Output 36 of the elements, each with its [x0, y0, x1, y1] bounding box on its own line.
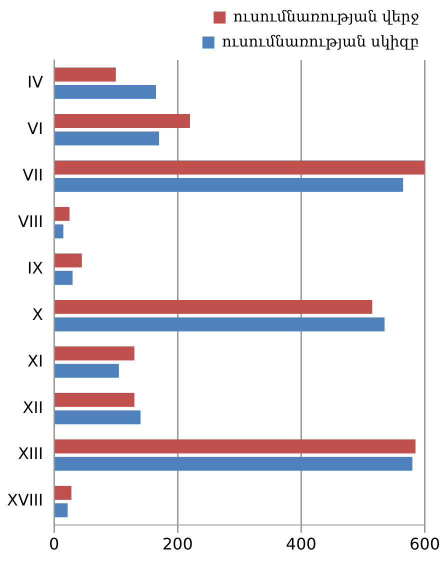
y-tick-label: IV [27, 72, 44, 92]
legend-label: ուսումնառության վերջ [233, 7, 420, 26]
y-tick-label: X [32, 304, 44, 324]
y-tick-label: XIII [18, 444, 44, 464]
y-tick-label: IX [27, 258, 44, 278]
bar [54, 364, 119, 378]
x-tick-label: 200 [162, 534, 193, 554]
y-tick-label: XVIII [7, 490, 44, 510]
bar [54, 160, 425, 174]
bar [54, 224, 64, 238]
bar [54, 346, 134, 360]
bar [54, 300, 372, 314]
y-tick-label: XII [22, 398, 44, 417]
bar [54, 206, 70, 221]
y-tick-label: XI [27, 351, 44, 370]
bar [54, 84, 156, 99]
bar [54, 503, 68, 518]
bar [54, 253, 82, 268]
bar [54, 392, 134, 407]
legend-label: ուսումնառության սկիզբ [222, 32, 419, 50]
bar [54, 439, 416, 454]
x-tick-label: 0 [48, 534, 60, 554]
bar [54, 131, 160, 146]
bar [54, 114, 190, 128]
bar [54, 68, 116, 82]
x-tick-label: 400 [286, 534, 316, 554]
bar [54, 178, 404, 192]
y-tick-label: VII [22, 165, 44, 184]
y-tick-label: VIII [18, 212, 44, 231]
bar [54, 486, 72, 500]
y-tick-label: VI [27, 118, 44, 138]
bar [54, 270, 73, 285]
bar [54, 410, 141, 424]
x-tick-label: 600 [409, 534, 440, 554]
bar [54, 317, 385, 332]
bar [54, 456, 412, 471]
